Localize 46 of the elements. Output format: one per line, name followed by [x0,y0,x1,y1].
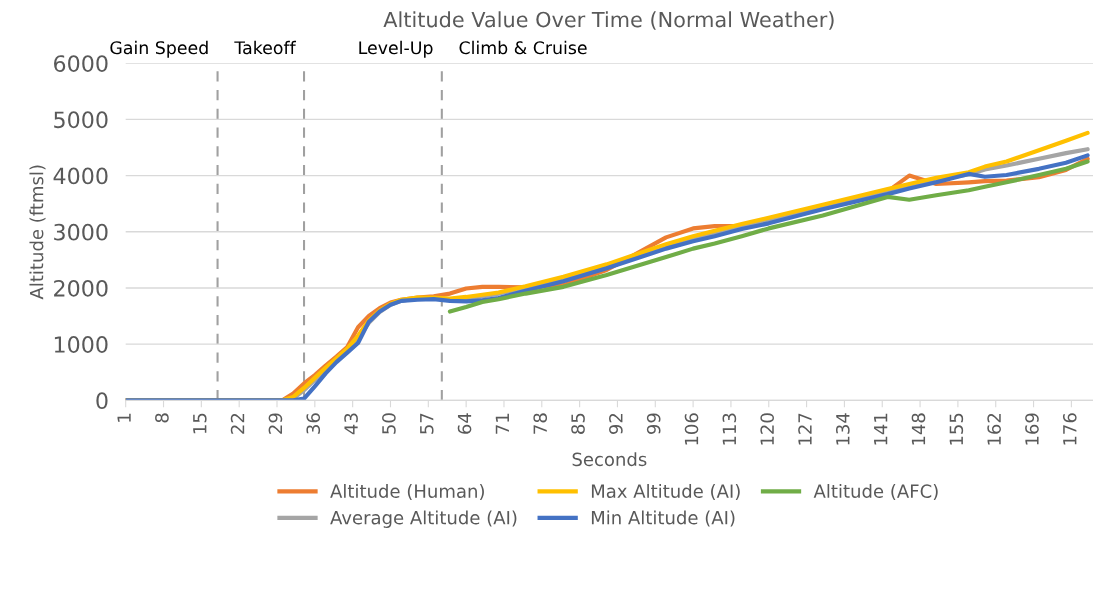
x-tick-label: 57 [420,413,434,434]
x-tick-label: 148 [911,413,926,445]
x-tick-label: 36 [306,413,321,434]
legend-label: Max Altitude (AI) [591,484,740,501]
x-tick-label: 43 [344,413,358,435]
x-tick-label: 106 [684,413,699,445]
y-tick-label: 6000 [54,55,108,72]
chart-title: Altitude Value Over Time (Normal Weather) [383,11,834,30]
x-tick-label: 78 [533,413,548,434]
x-tick-label: 15 [193,413,207,434]
x-tick-label: 1 [117,413,131,422]
x-tick-label: 176 [1062,413,1077,445]
y-tick-label: 0 [96,392,108,410]
y-tick-label: 2000 [54,279,108,297]
x-tick-label: 85 [571,413,585,434]
x-tick-label: 127 [798,413,812,445]
x-tick-label: 120 [760,413,774,445]
x-tick-label: 29 [268,413,283,434]
legend-label: Average Altitude (AI) [330,510,517,528]
x-tick-label: 50 [382,413,396,434]
x-tick-label: 22 [230,413,245,434]
legend-label: Altitude (Human) [330,484,484,501]
x-tick-label: 92 [609,413,623,434]
x-tick-label: 8 [155,413,169,423]
text: Gain Speed [110,40,208,58]
text: Takeoff [234,40,297,55]
legend-label: Min Altitude (AI) [591,510,735,527]
y-tick-label: 1000 [54,336,108,353]
text: Level-Up [359,40,433,58]
y-tick-label: 5000 [54,111,108,129]
line-series [447,159,1090,314]
x-tick-label: 155 [949,413,964,445]
x-tick-label: 113 [722,413,737,445]
x-tick-label: 71 [495,413,509,434]
x-tick-label: 169 [1025,413,1039,445]
y-tick-label: 4000 [53,167,108,185]
x-tick-label: 99 [646,413,661,434]
text: Climb & Cruise [459,40,587,55]
y-axis-title: Altitude (ftmsl) [29,165,46,300]
y-tick-label: 3000 [54,223,108,241]
x-tick-label: 64 [457,413,472,434]
legend-label: Altitude (AFC) [813,484,938,501]
x-tick-label: 141 [874,413,888,445]
x-axis-title: Seconds [572,452,647,467]
x-tick-label: 162 [987,413,1001,445]
x-tick-label: 134 [836,413,850,445]
